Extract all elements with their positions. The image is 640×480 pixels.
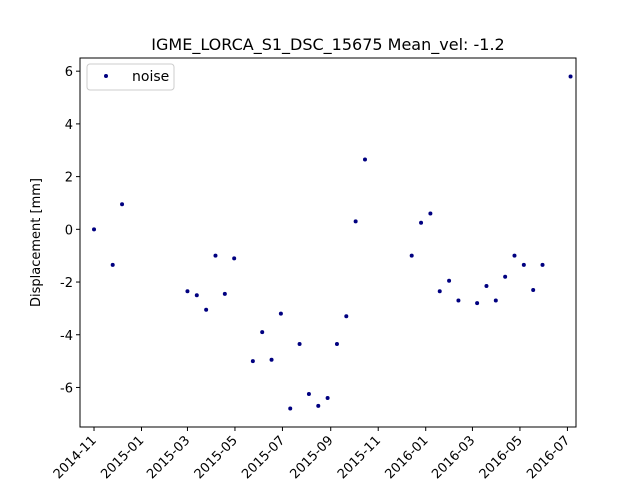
- data-point: [334, 341, 339, 346]
- x-tick-label: 2015-03: [144, 433, 193, 480]
- y-axis: -6 -4 -2 0 2 4 6: [60, 65, 80, 396]
- data-point: [456, 298, 461, 303]
- plot-frame: [79, 57, 577, 428]
- x-tick-label: 2016-03: [429, 433, 478, 480]
- data-point: [213, 253, 218, 258]
- data-point: [362, 157, 367, 162]
- data-point: [306, 392, 311, 397]
- data-point: [185, 289, 190, 294]
- data-point: [316, 403, 321, 408]
- data-point: [194, 293, 199, 298]
- y-tick-label: 6: [65, 65, 73, 80]
- legend-marker: [104, 74, 108, 78]
- x-tick-label: 2015-05: [192, 433, 241, 480]
- data-point: [325, 396, 330, 401]
- data-point: [204, 307, 209, 312]
- y-tick-label: 2: [65, 171, 73, 186]
- data-point: [409, 253, 414, 258]
- data-point: [250, 359, 255, 364]
- data-point: [437, 289, 442, 294]
- data-point: [512, 253, 517, 258]
- legend-label-noise: noise: [132, 69, 169, 85]
- data-point: [503, 274, 508, 279]
- data-point: [568, 74, 573, 79]
- y-tick-label: 4: [65, 118, 73, 133]
- data-point: [288, 406, 293, 411]
- y-tick-label: 0: [65, 223, 73, 238]
- data-point: [484, 283, 489, 288]
- data-point: [447, 278, 452, 283]
- data-point: [475, 301, 480, 306]
- y-tick-label: -4: [60, 329, 73, 344]
- data-point: [419, 220, 424, 225]
- x-tick-label: 2015-09: [288, 433, 337, 480]
- data-point: [428, 211, 433, 216]
- data-point: [260, 330, 265, 335]
- data-point: [493, 298, 498, 303]
- data-point: [232, 256, 237, 261]
- data-point: [110, 262, 115, 267]
- y-axis-label: Displacement [mm]: [29, 178, 44, 307]
- data-point: [92, 227, 97, 232]
- data-point: [222, 291, 227, 296]
- x-tick-label: 2015-07: [239, 433, 288, 480]
- data-point: [269, 357, 274, 362]
- chart-title: IGME_LORCA_S1_DSC_15675 Mean_vel: -1.2: [151, 35, 504, 55]
- data-point: [540, 262, 545, 267]
- data-point: [521, 262, 526, 267]
- data-point: [353, 219, 358, 224]
- x-tick-label: 2016-01: [383, 433, 432, 480]
- x-tick-label: 2016-05: [477, 433, 526, 480]
- legend-box: [86, 63, 175, 91]
- x-tick-label: 2015-11: [335, 433, 384, 480]
- data-point: [297, 341, 302, 346]
- data-points: [92, 74, 573, 411]
- y-tick-label: -2: [60, 276, 73, 291]
- x-tick-label: 2016-07: [524, 433, 573, 480]
- x-tick-label: 2015-01: [98, 433, 147, 480]
- data-point: [531, 287, 536, 292]
- x-tick-label: 2014-11: [51, 433, 100, 480]
- legend: noise: [86, 63, 175, 91]
- data-point: [278, 311, 283, 316]
- y-tick-label: -6: [60, 381, 73, 396]
- plot-area: [79, 57, 577, 428]
- data-point: [344, 314, 349, 319]
- data-point: [120, 202, 125, 207]
